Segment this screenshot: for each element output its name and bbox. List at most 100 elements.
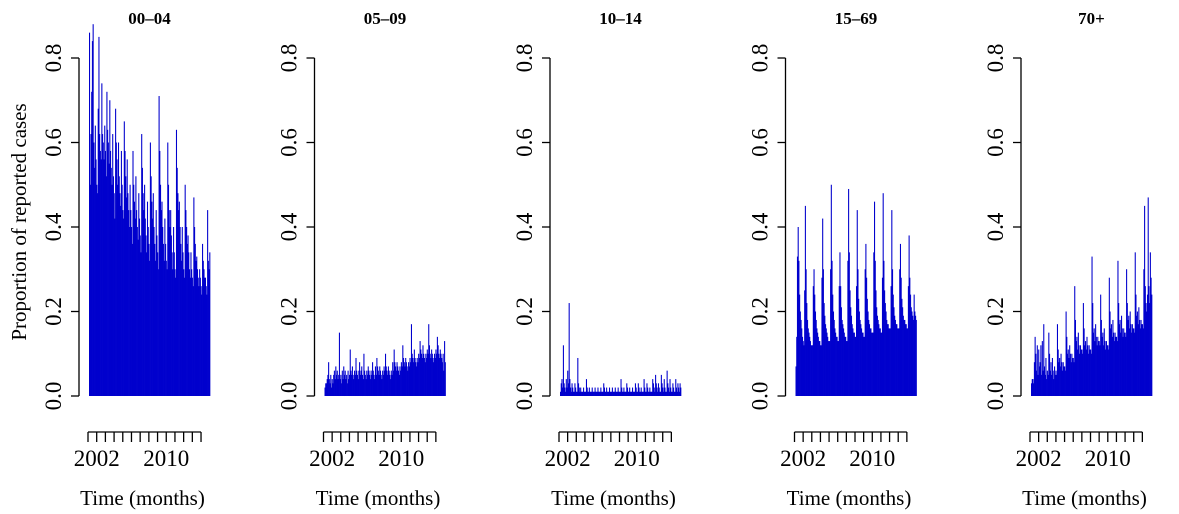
bar xyxy=(118,176,120,396)
bar xyxy=(1097,341,1100,396)
bar xyxy=(1101,336,1103,396)
bar xyxy=(199,269,201,396)
bar xyxy=(601,391,603,396)
bar xyxy=(144,184,146,396)
bar xyxy=(444,362,446,396)
bar xyxy=(160,184,162,396)
bar xyxy=(161,201,163,396)
bar xyxy=(1072,357,1074,396)
bar xyxy=(586,387,588,396)
bar xyxy=(170,235,172,396)
bar xyxy=(912,315,914,396)
bar xyxy=(1118,324,1120,396)
bar xyxy=(878,324,880,396)
bar xyxy=(104,125,106,396)
bar xyxy=(616,391,618,396)
bar xyxy=(1112,319,1114,396)
bar xyxy=(898,328,900,396)
bar xyxy=(193,197,195,396)
panel-title: 15–69 xyxy=(835,9,878,28)
bar xyxy=(838,286,840,396)
bar xyxy=(892,269,894,396)
bar xyxy=(385,366,387,396)
bar xyxy=(821,277,823,396)
bar xyxy=(1054,374,1056,397)
bar xyxy=(127,193,129,396)
bar xyxy=(384,370,386,396)
bar xyxy=(1123,328,1125,396)
bar xyxy=(822,269,824,396)
bar xyxy=(876,315,878,396)
bar xyxy=(418,353,420,396)
bar xyxy=(843,332,845,397)
bar xyxy=(157,269,159,396)
y-tick-label: 0.2 xyxy=(277,297,302,326)
bar xyxy=(365,379,367,396)
bar xyxy=(561,379,563,396)
bar xyxy=(394,362,396,396)
bar xyxy=(354,374,356,397)
bar xyxy=(187,235,189,396)
y-tick-label: 0.2 xyxy=(512,297,537,326)
bar xyxy=(1144,286,1146,396)
bar xyxy=(560,391,562,396)
bar xyxy=(336,370,338,396)
bar xyxy=(159,150,161,396)
bar xyxy=(1118,303,1120,396)
bar xyxy=(91,91,93,397)
bar xyxy=(587,391,589,396)
bar xyxy=(567,383,569,396)
bar xyxy=(874,201,876,396)
bar xyxy=(143,210,145,396)
bar xyxy=(1047,374,1049,397)
bar xyxy=(896,324,898,396)
bar xyxy=(806,303,808,396)
bar xyxy=(112,134,114,397)
y-tick-label: 0.0 xyxy=(277,382,302,411)
bar xyxy=(1038,366,1040,396)
bar xyxy=(670,387,672,396)
bar xyxy=(809,341,811,396)
bar xyxy=(1085,341,1087,396)
bar xyxy=(871,332,873,397)
bar xyxy=(601,391,603,396)
bar xyxy=(348,379,350,396)
bar xyxy=(151,201,153,396)
panel-title: 05–09 xyxy=(364,9,407,28)
bar xyxy=(397,366,399,396)
bar xyxy=(889,328,891,396)
bar xyxy=(436,353,438,396)
bar xyxy=(572,387,574,396)
bar xyxy=(390,379,392,396)
bar xyxy=(107,142,109,396)
bar xyxy=(851,324,853,396)
bar xyxy=(1086,336,1088,396)
bar xyxy=(680,387,682,396)
bar xyxy=(646,383,648,396)
bar xyxy=(346,383,348,396)
bar xyxy=(186,227,188,396)
bar xyxy=(910,307,912,396)
bar xyxy=(600,387,602,396)
bar xyxy=(181,260,183,396)
bar xyxy=(377,370,379,396)
bar xyxy=(1078,345,1080,396)
bar xyxy=(853,332,855,397)
bar xyxy=(377,366,379,396)
bar xyxy=(1119,319,1121,396)
bar xyxy=(886,319,888,396)
bar xyxy=(832,311,835,396)
bar xyxy=(801,336,804,396)
bar xyxy=(606,387,608,396)
bar xyxy=(195,260,197,396)
bar xyxy=(666,370,668,396)
bar xyxy=(1075,341,1077,396)
bar xyxy=(665,391,667,396)
bar xyxy=(1117,260,1119,396)
panel-title: 70+ xyxy=(1078,9,1105,28)
bar xyxy=(802,341,804,396)
bar xyxy=(1151,294,1153,396)
bar xyxy=(611,391,613,396)
bar xyxy=(138,218,141,396)
bar xyxy=(165,243,167,396)
